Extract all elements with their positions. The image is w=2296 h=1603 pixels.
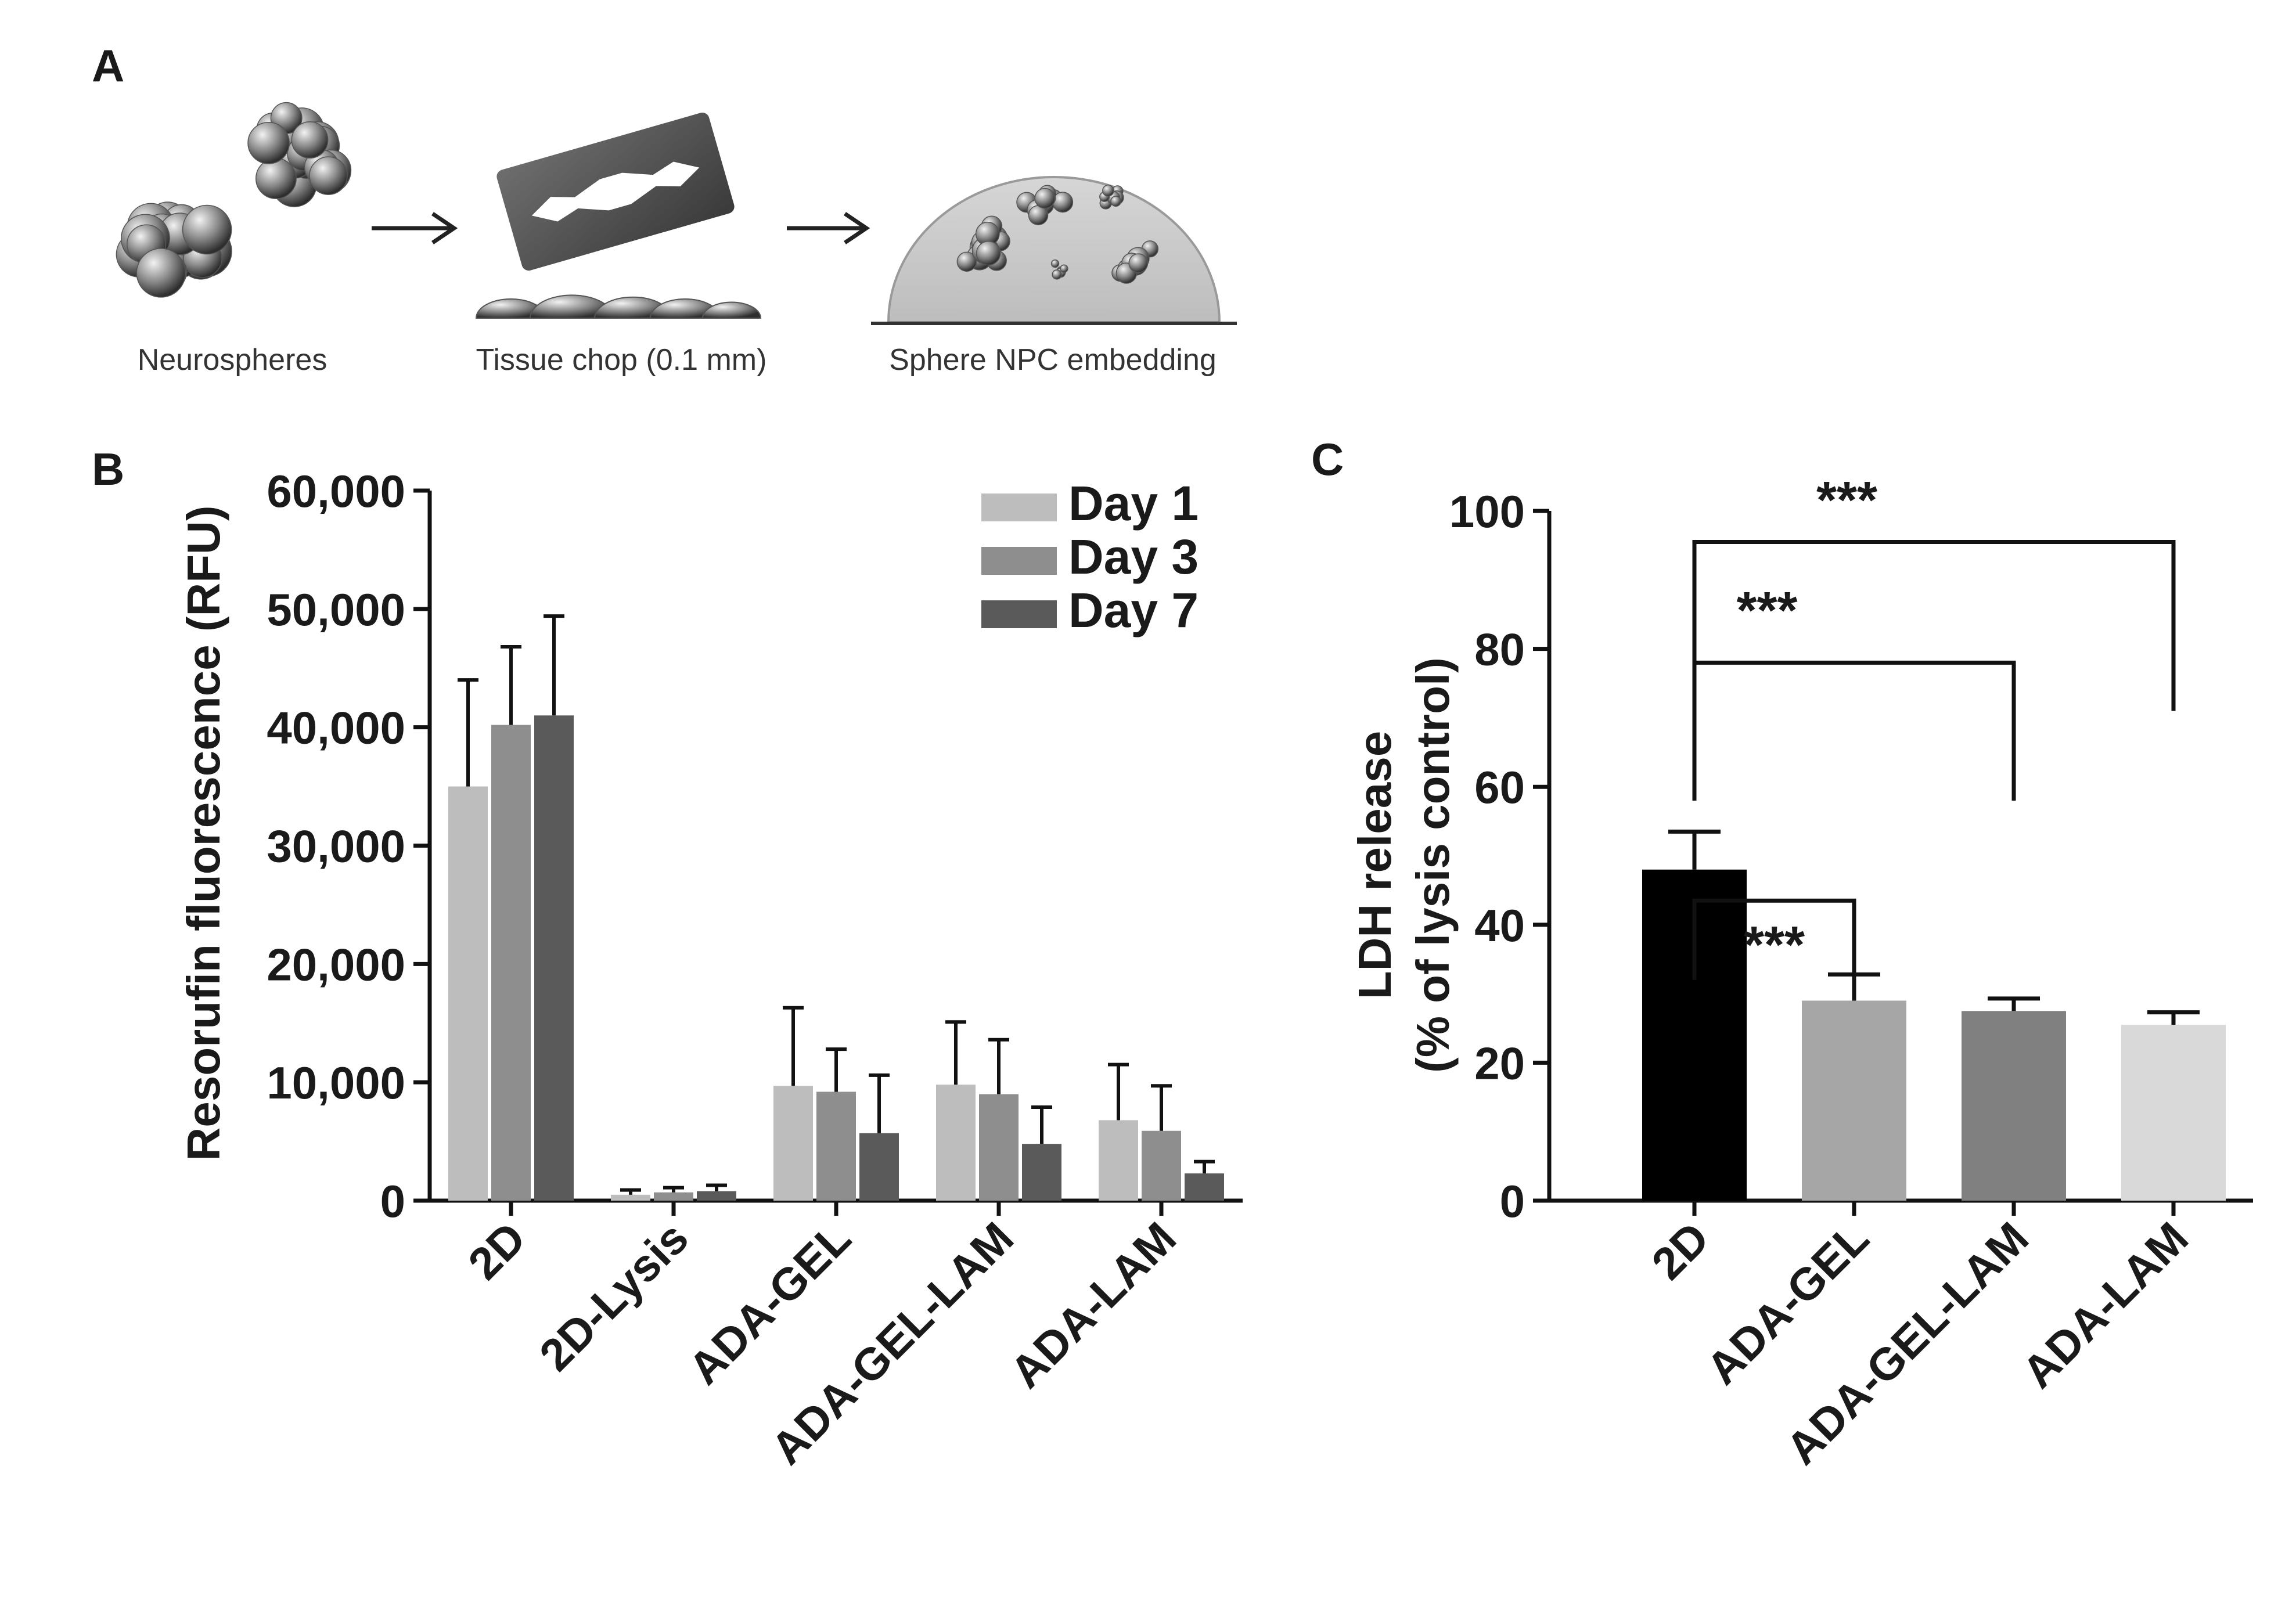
chart-b-x-tick-label: 2D-Lysis bbox=[530, 1212, 698, 1381]
hydrogel-dome-illustration bbox=[871, 176, 1237, 325]
chart-b-bar bbox=[979, 1094, 1019, 1201]
cell-blob bbox=[309, 156, 348, 195]
cell-blob bbox=[1102, 184, 1114, 197]
chart-c-x-tick-label: ADA-LAM bbox=[2012, 1212, 2198, 1398]
chart-b-legend-swatch bbox=[981, 547, 1057, 575]
panel-c-label: C bbox=[1311, 434, 1344, 485]
chart-b-bar bbox=[936, 1085, 976, 1201]
chart-c-y-axis-label-line1: LDH release bbox=[1349, 731, 1401, 999]
chart-c-significance-label: *** bbox=[1736, 582, 1797, 640]
chart-b-bar bbox=[1022, 1144, 1061, 1201]
chart-b-legend-label: Day 1 bbox=[1068, 476, 1199, 531]
panel-b-label: B bbox=[92, 444, 124, 495]
step-label-sphere-embedding: Sphere NPC embedding bbox=[889, 343, 1217, 377]
chart-c-significance-bracket bbox=[1692, 539, 2176, 711]
chart-c-significance-bracket bbox=[1692, 660, 2016, 801]
cell-blob bbox=[976, 240, 1001, 266]
chart-c-y-axis-label-line2: (% of lysis control) bbox=[1407, 657, 1459, 1073]
chart-c-y-tick-label: 20 bbox=[1474, 1038, 1525, 1089]
cell-blob bbox=[1052, 269, 1062, 280]
chart-c-bar bbox=[1802, 1000, 1906, 1201]
chart-b-y-tick-label: 10,000 bbox=[267, 1057, 405, 1108]
chart-b-bar bbox=[1142, 1130, 1181, 1201]
chart-b-x-tick-label: ADA-LAM bbox=[1000, 1212, 1186, 1398]
cell-blob bbox=[956, 251, 977, 272]
chart-b-y-tick-label: 50,000 bbox=[267, 584, 405, 635]
chart-b-bar bbox=[773, 1086, 813, 1201]
chart-b-bar bbox=[697, 1191, 736, 1201]
step-label-tissue-chop: Tissue chop (0.1 mm) bbox=[476, 343, 767, 377]
chart-b-bar bbox=[654, 1192, 693, 1201]
chart-c-y-tick-label: 40 bbox=[1474, 900, 1525, 951]
chart-c-y-tick-label: 80 bbox=[1474, 624, 1525, 675]
cell-blob bbox=[291, 121, 329, 159]
step-label-neurospheres: Neurospheres bbox=[138, 343, 328, 377]
chart-c-significance-label: *** bbox=[1816, 471, 1877, 529]
chart-b-y-axis-label: Resorufin fluorescence (RFU) bbox=[178, 505, 229, 1161]
chart-b-y-tick-label: 0 bbox=[380, 1176, 405, 1227]
arrow-right-icon bbox=[787, 212, 870, 244]
cell-blob bbox=[255, 158, 297, 199]
cell-blob bbox=[1050, 259, 1060, 268]
chart-b-legend-label: Day 3 bbox=[1068, 529, 1199, 584]
chart-b-legend-swatch bbox=[981, 600, 1057, 628]
chart-b-x-tick-label: 2D bbox=[458, 1212, 535, 1289]
chart-b-bar bbox=[859, 1133, 899, 1201]
chart-c-ldh-release: C LDH release (% of lysis control) 0 20 40… bbox=[1311, 434, 2253, 1474]
chart-c-y-tick-label: 0 bbox=[1500, 1176, 1525, 1227]
chart-b-bar bbox=[1185, 1173, 1224, 1201]
razor-blade-icon bbox=[496, 112, 735, 271]
chart-b-bar bbox=[491, 725, 531, 1201]
chart-b-y-tick-label: 30,000 bbox=[267, 821, 405, 872]
chart-b-resorufin: B Resorufin fluorescence (RFU) 0 10,000 20… bbox=[92, 444, 1243, 1474]
chart-c-bar bbox=[2121, 1025, 2226, 1201]
cell-blob bbox=[136, 248, 186, 298]
chart-b-bar bbox=[611, 1194, 650, 1201]
cell-blob bbox=[1060, 264, 1068, 273]
chart-c-y-tick-label: 100 bbox=[1449, 486, 1525, 537]
arrow-right-icon bbox=[372, 212, 458, 244]
cell-blob bbox=[1128, 253, 1149, 273]
chart-b-bar bbox=[448, 786, 488, 1201]
chart-b-legend-swatch bbox=[981, 493, 1057, 521]
chopped-tissue-illustration bbox=[475, 294, 762, 319]
chart-b-legend-label: Day 7 bbox=[1068, 583, 1199, 637]
chart-b-y-tick-label: 40,000 bbox=[267, 703, 405, 754]
chart-b-bar bbox=[1099, 1120, 1138, 1201]
panel-a-label: A bbox=[92, 40, 124, 91]
chopped-piece bbox=[701, 301, 762, 319]
chart-c-bar bbox=[1962, 1011, 2066, 1201]
chart-b-y-tick-label: 60,000 bbox=[267, 466, 405, 517]
chart-b-bar bbox=[816, 1092, 856, 1201]
neurosphere-small-illustration bbox=[247, 102, 352, 207]
cell-blob bbox=[182, 204, 232, 255]
cell-blob bbox=[1034, 188, 1056, 209]
cell-blob bbox=[1110, 196, 1122, 207]
chart-c-x-tick-label: 2D bbox=[1642, 1212, 1719, 1289]
embedded-spheres-illustration bbox=[956, 184, 1159, 284]
chart-b-bar bbox=[534, 715, 574, 1201]
cell-blob bbox=[247, 122, 290, 164]
chart-c-significance-label: *** bbox=[1744, 916, 1805, 974]
chart-c-y-tick-label: 60 bbox=[1474, 762, 1525, 813]
neurosphere-large-illustration bbox=[116, 201, 232, 298]
chart-b-y-tick-label: 20,000 bbox=[267, 939, 405, 990]
panel-a: A Neurospheres Tissue chop (0.1 m bbox=[92, 40, 1237, 377]
chart-c-significance-bracket bbox=[1692, 898, 1856, 980]
